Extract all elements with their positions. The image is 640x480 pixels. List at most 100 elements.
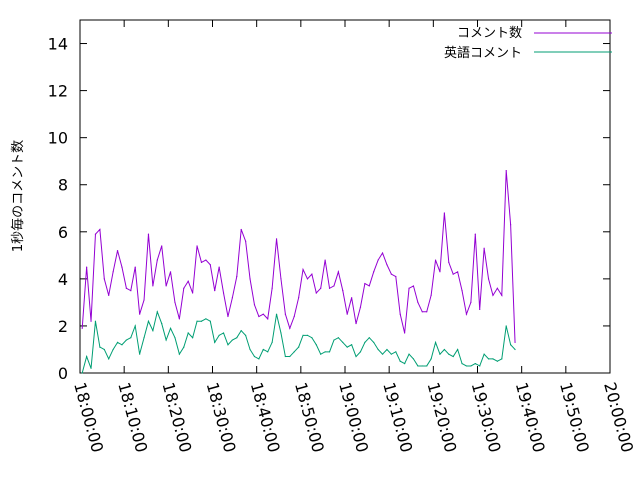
data-point — [492, 294, 494, 296]
data-point — [346, 313, 348, 315]
data-point — [386, 264, 388, 266]
data-point — [505, 170, 507, 172]
data-point — [377, 259, 379, 261]
y-tick-label: 6 — [58, 223, 68, 242]
data-point — [143, 299, 145, 301]
data-point — [306, 278, 309, 280]
data-point — [395, 275, 397, 278]
data-point — [457, 348, 459, 351]
legend-label-english-comments: 英語コメント — [444, 45, 522, 61]
data-point — [209, 264, 211, 266]
data-point — [245, 334, 247, 336]
data-point — [174, 337, 176, 339]
data-point — [412, 285, 415, 287]
data-point — [452, 273, 454, 275]
data-point — [320, 353, 322, 355]
data-point — [417, 365, 419, 367]
data-point — [470, 365, 472, 367]
data-point — [258, 358, 260, 360]
data-point — [324, 259, 326, 261]
data-point — [487, 358, 490, 360]
data-point — [501, 358, 503, 360]
data-point — [271, 287, 273, 289]
data-point — [209, 320, 211, 322]
data-point — [421, 365, 423, 367]
data-point — [161, 245, 163, 247]
data-point — [289, 355, 291, 358]
data-point — [443, 212, 445, 214]
data-point — [205, 259, 207, 261]
data-point — [298, 297, 300, 299]
data-point — [187, 280, 189, 282]
data-point — [240, 228, 242, 231]
data-point — [147, 320, 150, 322]
data-point — [351, 297, 353, 299]
data-point — [452, 355, 454, 358]
data-point — [293, 351, 295, 353]
data-point — [496, 360, 498, 362]
data-point — [492, 358, 494, 360]
legend-label-comments: コメント数 — [457, 26, 522, 41]
data-point — [386, 348, 388, 351]
data-point — [280, 332, 282, 334]
data-point — [103, 348, 105, 351]
data-point — [156, 259, 158, 261]
data-point — [346, 346, 348, 348]
data-point — [165, 339, 167, 341]
data-point — [448, 261, 450, 263]
data-point — [359, 306, 362, 308]
data-point — [108, 358, 110, 360]
data-point — [289, 327, 291, 329]
data-point — [240, 330, 242, 332]
data-point — [284, 355, 286, 358]
data-point — [302, 268, 304, 271]
y-tick-label: 2 — [58, 317, 68, 336]
data-point — [152, 330, 154, 332]
data-point — [147, 233, 150, 235]
data-point — [112, 348, 114, 351]
data-point — [192, 292, 194, 294]
data-point — [165, 285, 167, 287]
data-point — [434, 341, 437, 344]
series-layer — [81, 170, 516, 374]
data-point — [90, 320, 92, 322]
data-point — [152, 285, 154, 287]
data-point — [342, 290, 344, 292]
data-point — [178, 353, 180, 355]
data-point — [430, 358, 432, 360]
data-point — [373, 341, 375, 344]
data-point — [218, 266, 220, 268]
data-point — [351, 344, 353, 346]
data-point — [227, 344, 229, 346]
data-point — [196, 245, 198, 247]
data-point — [426, 365, 428, 367]
data-point — [465, 313, 468, 315]
data-point — [284, 313, 286, 315]
y-axis-label: 1秒毎のコメント数 — [10, 140, 26, 252]
data-point — [399, 360, 401, 362]
data-point — [364, 282, 366, 285]
data-point — [99, 346, 101, 348]
data-point — [514, 348, 516, 351]
data-point — [275, 238, 278, 240]
data-point — [174, 301, 176, 303]
data-point — [514, 341, 516, 344]
y-tick-label: 0 — [58, 364, 68, 383]
data-point — [434, 259, 437, 261]
data-point — [258, 315, 260, 318]
y-tick-label: 4 — [58, 270, 68, 289]
data-point — [337, 271, 339, 273]
y-tick-label: 10 — [48, 129, 68, 148]
data-point — [395, 351, 397, 353]
data-point — [227, 315, 229, 318]
legend: コメント数 英語コメント — [444, 26, 612, 61]
data-point — [390, 353, 392, 355]
data-point — [161, 322, 163, 325]
data-point — [364, 341, 366, 344]
data-point — [496, 287, 498, 289]
data-point — [169, 271, 172, 273]
data-point — [306, 334, 309, 336]
data-point — [479, 308, 481, 311]
data-point — [196, 320, 198, 322]
